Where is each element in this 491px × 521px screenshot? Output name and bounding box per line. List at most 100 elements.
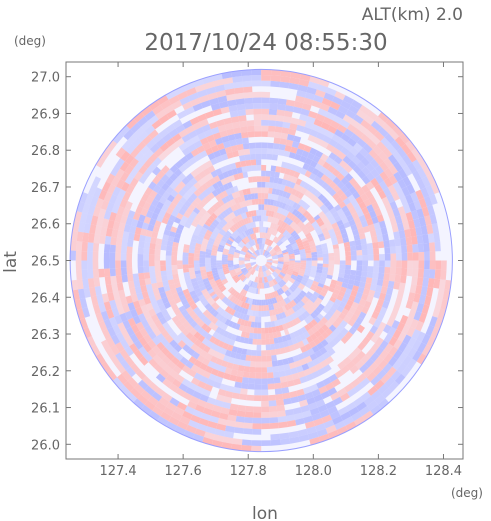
radar-bin [304,244,311,249]
radar-bin [227,239,233,244]
radar-bin [225,164,232,172]
radar-bin [235,138,243,145]
radar-bin [233,197,240,204]
radar-bin [353,114,364,125]
radar-bin [223,298,230,305]
radar-bin [240,250,247,254]
radar-bin [258,249,261,256]
radar-bin [169,142,179,152]
radar-bin [189,241,197,247]
radar-bin [248,211,252,218]
radar-bin [208,215,216,222]
radar-bin [260,266,261,272]
radar-bin [206,229,213,235]
radar-bin [166,274,174,281]
radar-bin [124,154,135,165]
radar-bin [267,321,272,328]
radar-bin [354,416,366,426]
radar-bin [271,223,276,229]
radar-bin [227,206,234,214]
radar-bin [313,277,321,283]
radar-bin [188,92,199,102]
radar-bin [392,359,403,371]
radar-bin [279,227,285,234]
radar-bin [317,158,326,167]
radar-bin [320,390,331,400]
radar-bin [187,317,195,325]
radar-bin [315,244,322,249]
radar-bin [357,124,368,134]
radar-bin [275,314,281,321]
radar-bin [237,318,243,325]
radar-bin [211,301,218,309]
radar-bin [112,221,121,231]
radar-bin [253,406,262,413]
radar-bin [255,148,262,154]
radar-bin [287,219,294,226]
radar-bin [310,245,317,250]
radar-bin [263,238,266,244]
radar-bin [278,259,284,261]
radar-bin [192,78,204,88]
radar-bin [192,390,202,400]
radar-bin [165,326,174,335]
radar-bin [326,203,334,211]
radar-bin [173,344,183,353]
radar-bin [163,285,171,292]
radar-bin [242,284,248,290]
radar-bin [111,307,120,317]
radar-bin [187,286,195,293]
radar-bin [273,271,279,276]
radar-bin [143,334,153,344]
radar-bin [100,310,109,321]
radar-bin [250,193,255,200]
radar-bin [311,220,318,227]
radar-bin [209,291,216,297]
radar-bin [317,367,326,376]
radar-bin [240,126,248,133]
radar-bin [246,326,251,333]
radar-bin [217,283,224,289]
radar-bin [277,359,284,366]
radar-bin [321,324,329,332]
radar-bin [297,274,304,279]
radar-bin [264,198,268,205]
radar-bin [269,205,273,211]
radar-bin [148,330,157,340]
radar-bin [250,269,255,275]
radar-bin [300,345,308,353]
radar-bin [289,257,295,259]
radar-bin [223,216,230,223]
radar-bin [216,180,223,188]
radar-bin [327,387,338,396]
radar-bin [246,394,255,401]
radar-bin [173,205,182,213]
radar-bin [179,196,187,205]
radar-bin [236,236,242,242]
radar-bin [116,282,124,291]
radar-bin [250,256,256,259]
radar-bin [353,296,361,304]
radar-bin [263,250,267,256]
radar-bin [405,211,414,222]
radar-bin [268,405,278,413]
radar-bin [189,335,198,344]
radar-bin [250,210,255,217]
radar-bin [138,131,149,142]
radar-bin [372,272,379,279]
radar-bin [401,186,411,197]
radar-bin [399,132,410,144]
radar-bin [246,252,252,256]
radar-bin [289,221,296,228]
radar-bin [408,309,417,319]
radar-bin [197,380,207,389]
radar-bin [287,134,295,141]
radar-bin [336,425,348,436]
radar-bin [166,109,177,119]
radar-bin [235,268,241,272]
radar-bin [276,239,282,245]
radar-bin [339,212,347,220]
radar-bin [168,95,180,105]
radar-bin [262,282,265,289]
radar-bin [120,171,130,182]
